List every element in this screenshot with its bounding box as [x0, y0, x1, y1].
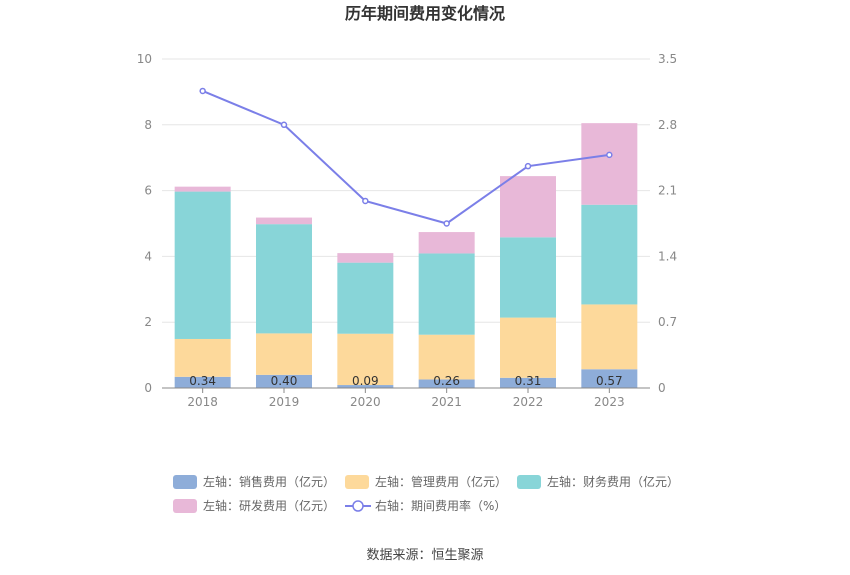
bar-segment [581, 204, 638, 305]
legend-label: 左轴：销售费用（亿元） [203, 474, 335, 489]
legend-label: 右轴：期间费用率（%） [375, 498, 506, 513]
legend-label: 左轴：管理费用（亿元） [375, 474, 507, 489]
legend-swatch-marker [352, 500, 364, 512]
legend-label: 左轴：财务费用（亿元） [547, 474, 679, 489]
bar-segment [500, 317, 556, 378]
y-left-tick-label: 8 [144, 118, 152, 132]
y-right-tick-label: 3.5 [658, 52, 677, 66]
bar-segment [418, 232, 475, 254]
bar-data-label: 0.57 [596, 374, 623, 388]
bar-segment [174, 186, 231, 192]
y-right-tick-label: 2.8 [658, 118, 677, 132]
legend-swatch [173, 499, 197, 513]
y-right-tick-label: 0 [658, 381, 666, 395]
rate-line [202, 90, 610, 225]
data-source: 数据来源：恒生聚源 [366, 548, 483, 563]
y-right-tick-label: 0.7 [658, 315, 677, 329]
x-tick-label: 2022 [513, 395, 544, 409]
x-tick-label: 2019 [269, 395, 300, 409]
y-right-tick-label: 1.4 [658, 249, 677, 263]
x-tick-label: 2021 [431, 395, 462, 409]
bar-data-label: 0.09 [352, 374, 379, 388]
legend-swatch [173, 475, 197, 489]
bar-segment [256, 374, 312, 388]
bar-segment [418, 379, 475, 388]
bar-data-label: 0.31 [515, 374, 542, 388]
x-tick-label: 2020 [350, 395, 381, 409]
legend-label: 左轴：研发费用（亿元） [203, 498, 335, 513]
x-tick-label: 2023 [594, 395, 625, 409]
x-tick-label: 2018 [187, 395, 218, 409]
bar-segment [256, 333, 312, 375]
bar-data-label: 0.34 [189, 374, 216, 388]
bar-segment [256, 217, 312, 225]
legend-swatch [517, 475, 541, 489]
bar-segment [337, 262, 394, 334]
y-left-tick-label: 6 [144, 184, 152, 198]
bar-segment [337, 253, 394, 263]
y-left-tick-label: 10 [137, 52, 152, 66]
bar-segment [500, 377, 556, 388]
bar-segment [256, 224, 312, 334]
y-right-tick-label: 2.1 [658, 184, 677, 198]
bar-segment [581, 123, 638, 205]
y-left-tick-label: 2 [144, 315, 152, 329]
bar-segment [500, 176, 556, 238]
rate-point [280, 121, 288, 129]
bar-segment [174, 376, 231, 388]
bar-segment [174, 338, 231, 377]
bar-segment [581, 369, 638, 388]
rate-point [443, 220, 450, 227]
chart-title: 历年期间费用变化情况 [345, 4, 505, 23]
rate-point [606, 151, 613, 159]
legend-swatch [345, 475, 369, 489]
bar-segment [581, 304, 638, 370]
bar-segment [174, 191, 231, 339]
bar-data-label: 0.40 [271, 374, 298, 388]
y-left-tick-label: 4 [144, 249, 152, 263]
bar-segment [418, 334, 475, 380]
y-left-tick-label: 0 [144, 381, 152, 395]
bar-segment [418, 253, 475, 335]
bar-segment [337, 333, 394, 386]
bar-segment [337, 385, 394, 388]
bar-segment [500, 237, 556, 318]
rate-point [362, 197, 369, 205]
rate-point [199, 87, 206, 95]
bar-data-label: 0.26 [433, 374, 460, 388]
rate-point [524, 162, 532, 170]
